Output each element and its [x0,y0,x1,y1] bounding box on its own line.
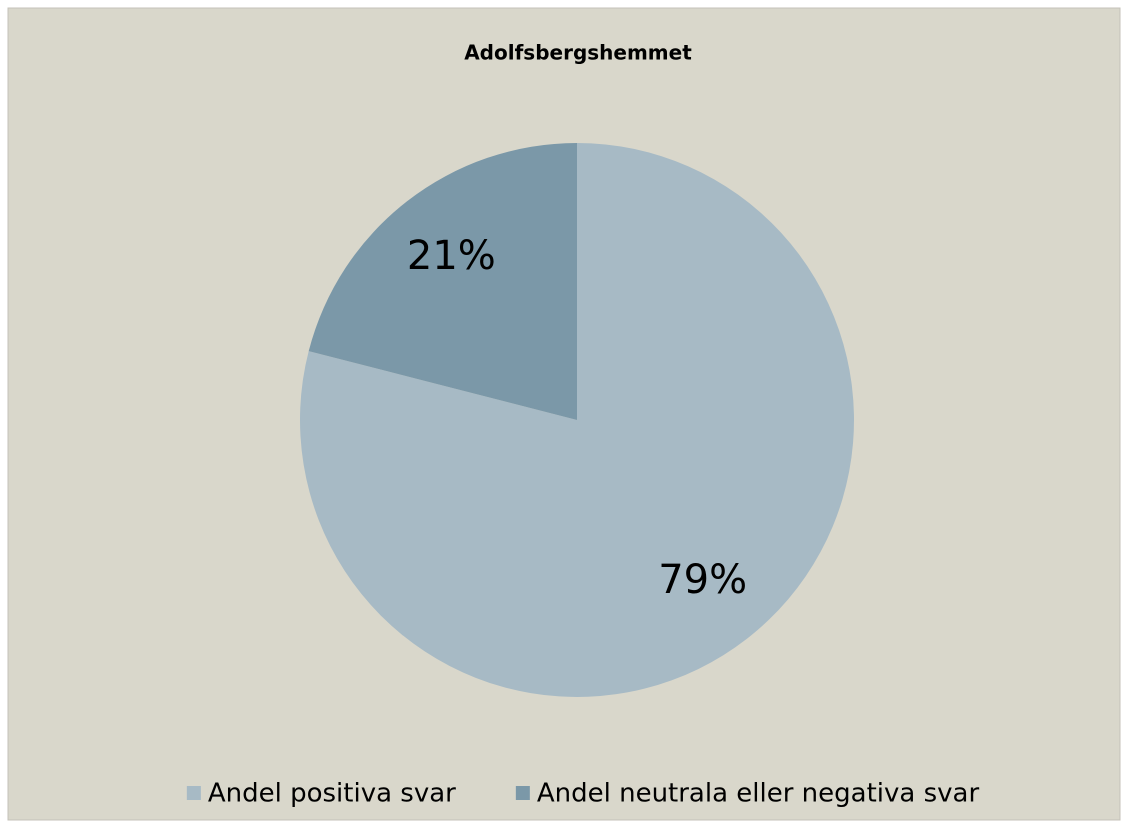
pie: 79% 21% [299,143,854,698]
data-label: 21% [407,233,496,279]
pie-slice [308,143,577,420]
legend-swatch [515,786,530,800]
data-label: 79% [658,557,747,603]
legend-label: Andel neutrala eller negativa svar [537,779,980,809]
pie-slice [299,143,854,698]
chart-title: Adolfsbergshemmet [464,41,692,65]
legend: Andel positiva svar Andel neutrala eller … [186,779,980,809]
legend-swatch [186,786,201,800]
legend-label: Andel positiva svar [208,779,456,809]
